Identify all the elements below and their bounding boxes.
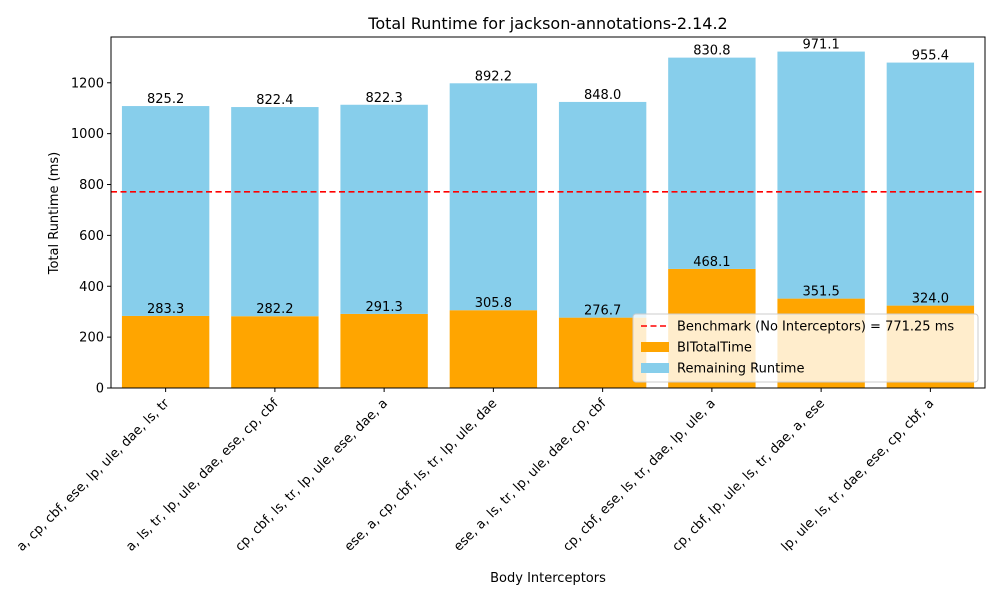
data-label-bitotaltime-3: 291.3 (366, 300, 403, 315)
legend-swatch-bitotaltime (641, 342, 669, 352)
bar-6-remaining-runtime (668, 57, 756, 269)
legend-label-remaining-runtime: Remaining Runtime (677, 362, 804, 377)
data-label-bitotaltime-7: 351.5 (803, 285, 840, 300)
data-label-bitotaltime-6: 468.1 (693, 255, 730, 270)
data-label-bitotaltime-4: 305.8 (475, 296, 512, 311)
y-tick-label-200: 200 (79, 331, 104, 346)
y-tick-label-1000: 1000 (71, 127, 104, 142)
chart-title: Total Runtime for jackson-annotations-2.… (367, 14, 727, 33)
bar-3-bitotaltime (340, 313, 428, 388)
legend: Benchmark (No Interceptors) = 771.25 ms B… (632, 313, 979, 383)
y-tick-label-400: 400 (79, 280, 104, 295)
bar-5-remaining-runtime (558, 101, 647, 318)
data-label-remaining-runtime-2: 822.4 (256, 93, 293, 108)
y-axis-label: Total Runtime (ms) (47, 152, 62, 276)
bar-5-bitotaltime (558, 317, 647, 388)
y-tick-label-0: 0 (96, 382, 104, 397)
data-label-remaining-runtime-8: 955.4 (912, 49, 949, 64)
bar-2-remaining-runtime (231, 107, 319, 317)
bar-4-bitotaltime (449, 310, 538, 388)
bar-3-remaining-runtime (340, 104, 428, 314)
data-label-remaining-runtime-6: 830.8 (693, 44, 730, 59)
x-axis-label: Body Interceptors (490, 571, 606, 586)
bar-4-remaining-runtime (449, 83, 538, 311)
data-label-bitotaltime-2: 282.2 (256, 302, 293, 317)
legend-box (632, 313, 979, 383)
data-label-bitotaltime-8: 324.0 (912, 292, 949, 307)
bar-1-bitotaltime (121, 315, 210, 388)
legend-label-bitotaltime: BITotalTime (677, 341, 752, 356)
legend-swatch-remaining-runtime (641, 363, 669, 373)
data-label-remaining-runtime-1: 825.2 (147, 92, 184, 107)
bar-7-remaining-runtime (777, 51, 865, 299)
legend-label-benchmark: Benchmark (No Interceptors) = 771.25 ms (677, 320, 954, 335)
y-tick-label-600: 600 (79, 229, 104, 244)
bar-2-bitotaltime (231, 316, 319, 388)
bar-8-remaining-runtime (886, 62, 975, 306)
data-label-bitotaltime-5: 276.7 (584, 304, 621, 319)
data-label-remaining-runtime-7: 971.1 (803, 38, 840, 53)
bar-1-remaining-runtime (121, 106, 210, 316)
axes-frame (110, 36, 986, 389)
plot-area: 283.3 825.2 282.2 822.4 291.3 822.3 305.8 892.2… (14, 36, 986, 555)
y-tick-label-800: 800 (79, 178, 104, 193)
data-label-remaining-runtime-4: 892.2 (475, 69, 512, 84)
data-label-bitotaltime-1: 283.3 (147, 302, 184, 317)
data-label-remaining-runtime-3: 822.3 (366, 91, 403, 106)
data-label-remaining-runtime-5: 848.0 (584, 88, 621, 103)
y-tick-label-1200: 1200 (71, 76, 104, 91)
